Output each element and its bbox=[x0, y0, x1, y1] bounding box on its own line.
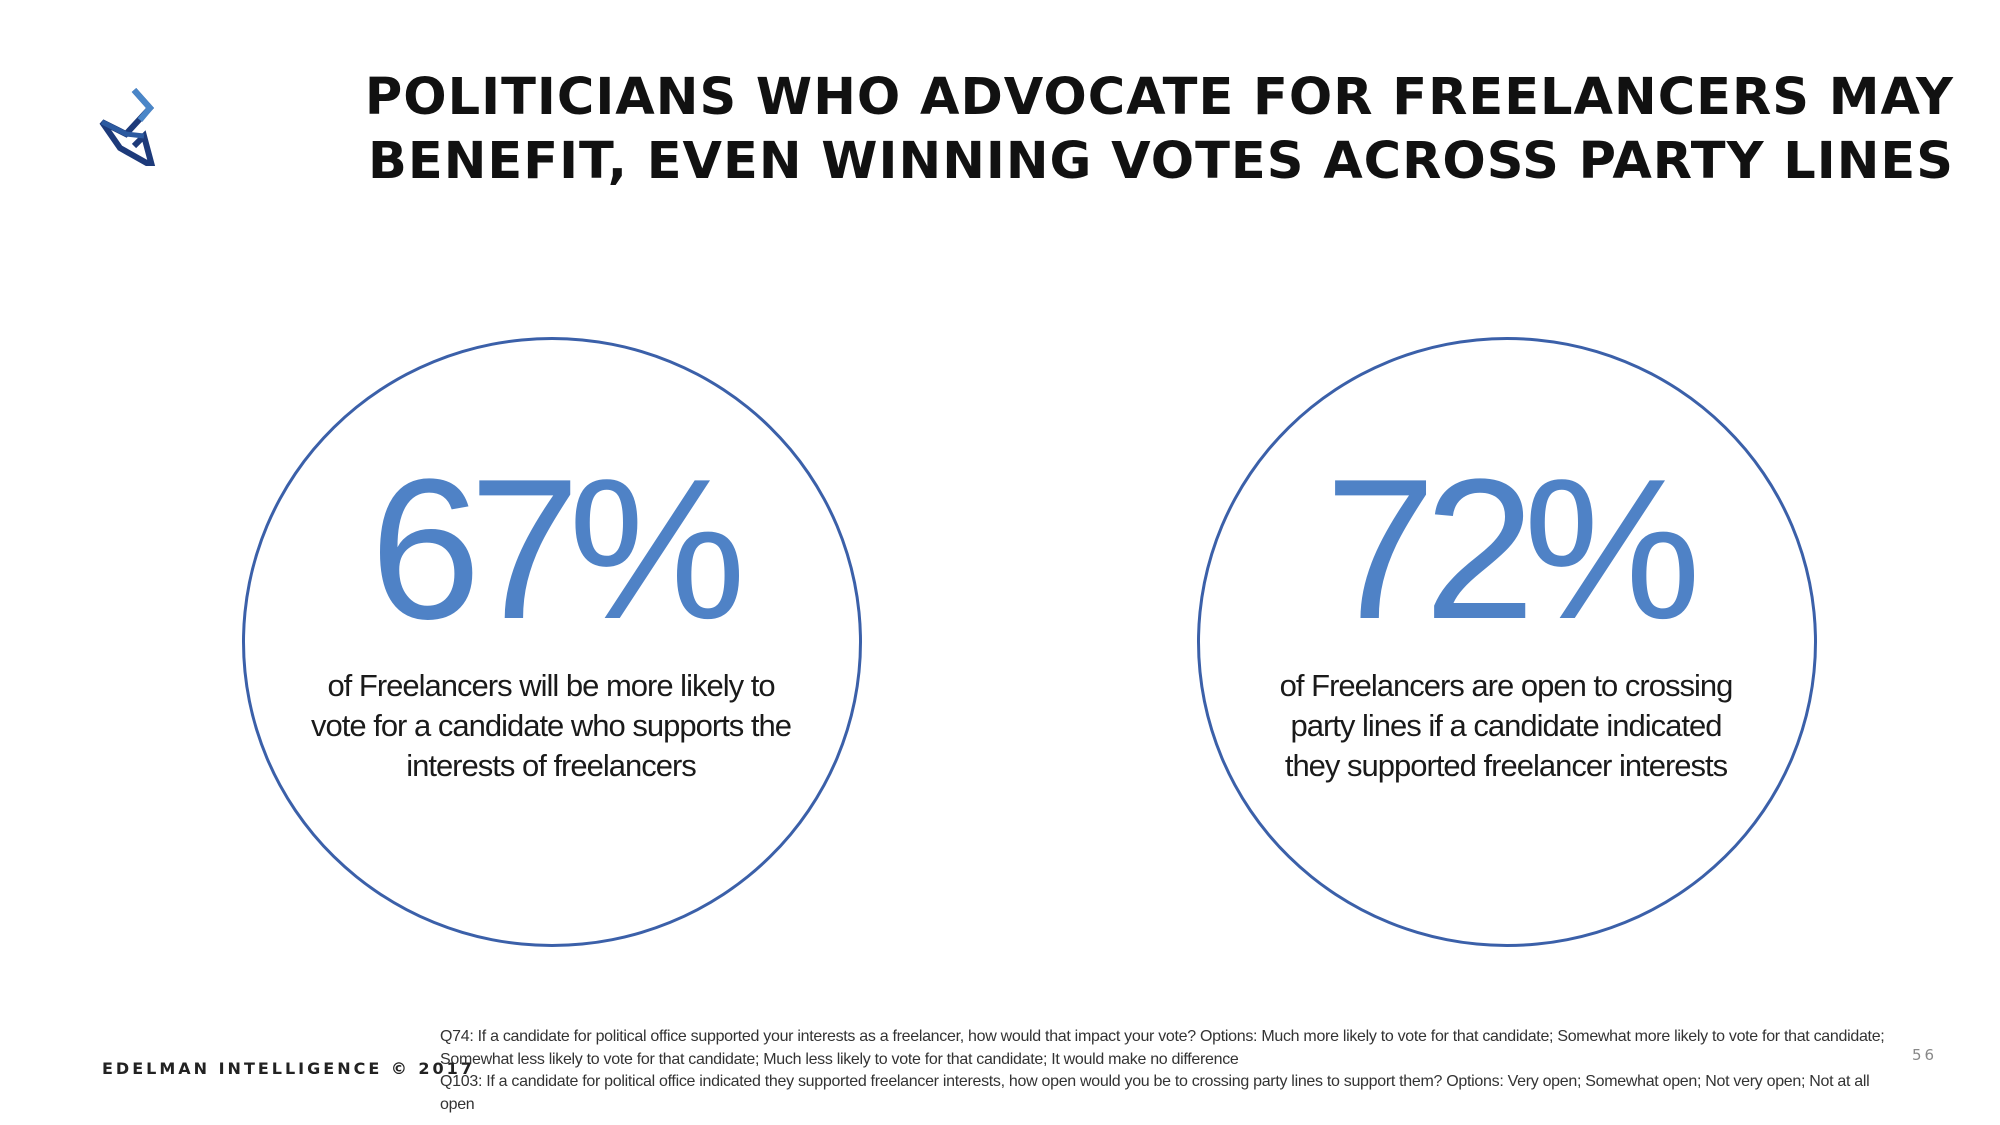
stat-description-line: of Freelancers will be more likely to bbox=[327, 668, 775, 703]
footnote-q103: Q103: If a candidate for political offic… bbox=[440, 1073, 1870, 1113]
edelman-intelligence-logo-icon bbox=[96, 86, 166, 173]
stat-description-line: vote for a candidate who supports the bbox=[311, 708, 792, 743]
title-line: POLITICIANS WHO ADVOCATE FOR FREELANCERS… bbox=[364, 68, 1954, 127]
footnote-q74: Q74: If a candidate for political office… bbox=[440, 1028, 1885, 1068]
stat-description-line: party lines if a candidate indicated bbox=[1290, 708, 1722, 743]
footer-brand: EDELMAN INTELLIGENCE © 2017 bbox=[102, 1059, 475, 1078]
page-number: 56 bbox=[1912, 1046, 1938, 1064]
stat-description-line: they supported freelancer interests bbox=[1284, 748, 1728, 783]
stat-description-line: interests of freelancers bbox=[406, 748, 697, 783]
stat-circle-right: 72% of Freelancers are open to crossing … bbox=[1197, 337, 1817, 947]
stat-description: of Freelancers are open to crossing part… bbox=[1240, 666, 1772, 786]
stat-circle-left: 67% of Freelancers will be more likely t… bbox=[242, 337, 862, 947]
stat-value: 72% bbox=[1324, 438, 1701, 661]
footnote: Q74: If a candidate for political office… bbox=[440, 1026, 1890, 1116]
stat-description: of Freelancers will be more likely to vo… bbox=[285, 666, 817, 786]
title-line: BENEFIT, EVEN WINNING VOTES ACROSS PARTY… bbox=[368, 132, 1954, 191]
page-title: POLITICIANS WHO ADVOCATE FOR FREELANCERS… bbox=[254, 66, 1954, 194]
stat-description-line: of Freelancers are open to crossing bbox=[1279, 668, 1734, 703]
stat-value: 67% bbox=[369, 438, 746, 661]
